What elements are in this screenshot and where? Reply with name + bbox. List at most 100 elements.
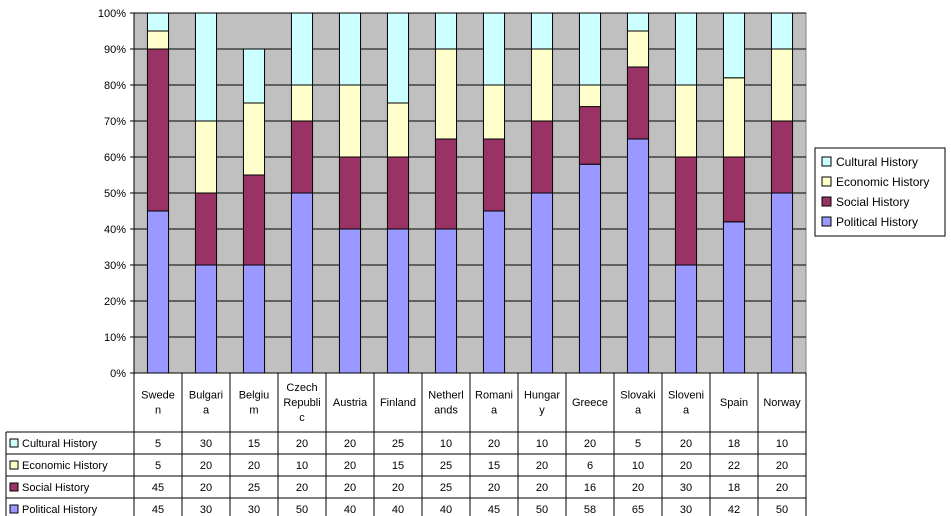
data-table: Swede n Bulgari a Belgiu m Czech Republi c Austri… (5, 372, 807, 516)
bar-segment (722, 156, 746, 223)
bar-segment (386, 156, 410, 230)
bar-segment (242, 264, 266, 374)
y-tick-label: 80% (104, 80, 126, 92)
y-tick-label: 60% (104, 152, 126, 164)
y-tick-label: 70% (104, 116, 126, 128)
table-value: 20 (392, 482, 404, 494)
legend-box (814, 147, 946, 237)
table-value: 25 (392, 438, 404, 450)
bar-segment (146, 30, 170, 50)
bar-segment (146, 210, 170, 374)
table-value: 30 (680, 482, 692, 494)
bar-segment (146, 48, 170, 212)
bar-segment (530, 120, 554, 194)
category-label: Bulgari a (189, 390, 223, 417)
table-value: 5 (155, 460, 161, 472)
table-value: 20 (632, 482, 644, 494)
y-tick-label: 100% (98, 8, 126, 20)
table-value: 10 (296, 460, 308, 472)
table-value: 15 (488, 460, 500, 472)
table-value: 45 (152, 504, 164, 516)
table-value: 58 (584, 504, 596, 516)
table-value: 25 (440, 482, 452, 494)
table-value: 22 (728, 460, 740, 472)
table-row-label: Economic History (22, 460, 108, 472)
table-value: 50 (536, 504, 548, 516)
table-value: 30 (200, 504, 212, 516)
table-value: 5 (635, 438, 641, 450)
legend-label: Political History (836, 215, 918, 229)
bar-segment (482, 12, 506, 86)
y-tick-label: 90% (104, 44, 126, 56)
table-value: 15 (392, 460, 404, 472)
table-key-swatch (9, 438, 19, 448)
category-label: Sloveni a (668, 390, 704, 417)
bar-segment (722, 221, 746, 374)
table-value: 65 (632, 504, 644, 516)
category-label: Spain (720, 397, 748, 409)
table-row-label: Social History (22, 482, 90, 494)
legend-swatch (821, 196, 832, 207)
table-value: 10 (776, 438, 788, 450)
category-label: Czech Republi c (283, 382, 320, 424)
bar-segment (530, 192, 554, 374)
y-tick-label: 20% (104, 296, 126, 308)
bar-segment (674, 12, 698, 86)
table-value: 20 (536, 482, 548, 494)
legend-swatch (821, 216, 832, 227)
category-label: Hungar y (524, 390, 560, 417)
table-value: 10 (536, 438, 548, 450)
table-value: 25 (248, 482, 260, 494)
table-value: 20 (248, 460, 260, 472)
table-value: 30 (248, 504, 260, 516)
table-value: 15 (248, 438, 260, 450)
bar-segment (242, 174, 266, 266)
legend-label: Economic History (836, 175, 929, 189)
table-value: 20 (680, 460, 692, 472)
table-value: 20 (776, 482, 788, 494)
bar-segment (194, 192, 218, 266)
table-value: 30 (680, 504, 692, 516)
category-label: Netherl ands (428, 390, 463, 417)
category-label: Austria (333, 397, 368, 409)
table-value: 5 (155, 438, 161, 450)
bar-segment (338, 84, 362, 158)
bar-segment (626, 30, 650, 68)
y-tick-label: 10% (104, 332, 126, 344)
table-value: 20 (344, 460, 356, 472)
table-value: 20 (776, 460, 788, 472)
table-value: 18 (728, 438, 740, 450)
bar-segment (338, 156, 362, 230)
table-value: 40 (344, 504, 356, 516)
table-value: 20 (200, 482, 212, 494)
bar-segment (770, 12, 794, 50)
legend-swatch (821, 176, 832, 187)
category-label: Finland (380, 397, 416, 409)
table-value: 20 (344, 482, 356, 494)
table-value: 20 (200, 460, 212, 472)
bar-segment (626, 12, 650, 32)
bar-segment (674, 84, 698, 158)
bar-segment (626, 66, 650, 140)
table-value: 40 (392, 504, 404, 516)
plot-area: 0% 10% 20% 30% 40% 50% 60% 70% 80% 90% 100% (98, 8, 807, 380)
table-key-swatch (9, 504, 19, 514)
bar-segment (722, 77, 746, 158)
bar-segment (242, 48, 266, 104)
legend-label: Cultural History (836, 155, 918, 169)
bar-segment (674, 156, 698, 266)
legend: Cultural History Economic History Social H… (814, 147, 946, 237)
bar-segment (434, 138, 458, 230)
bar-segment (290, 120, 314, 194)
table-key-swatch (9, 460, 19, 470)
table-value: 20 (344, 438, 356, 450)
table-value: 20 (584, 438, 596, 450)
bar-segment (290, 84, 314, 122)
bar-segment (194, 120, 218, 194)
table-value: 18 (728, 482, 740, 494)
category-label: Belgiu m (239, 390, 270, 417)
table-value: 6 (587, 460, 593, 472)
table-value: 20 (680, 438, 692, 450)
y-tick-label: 0% (110, 368, 126, 380)
bar-segment (482, 210, 506, 374)
